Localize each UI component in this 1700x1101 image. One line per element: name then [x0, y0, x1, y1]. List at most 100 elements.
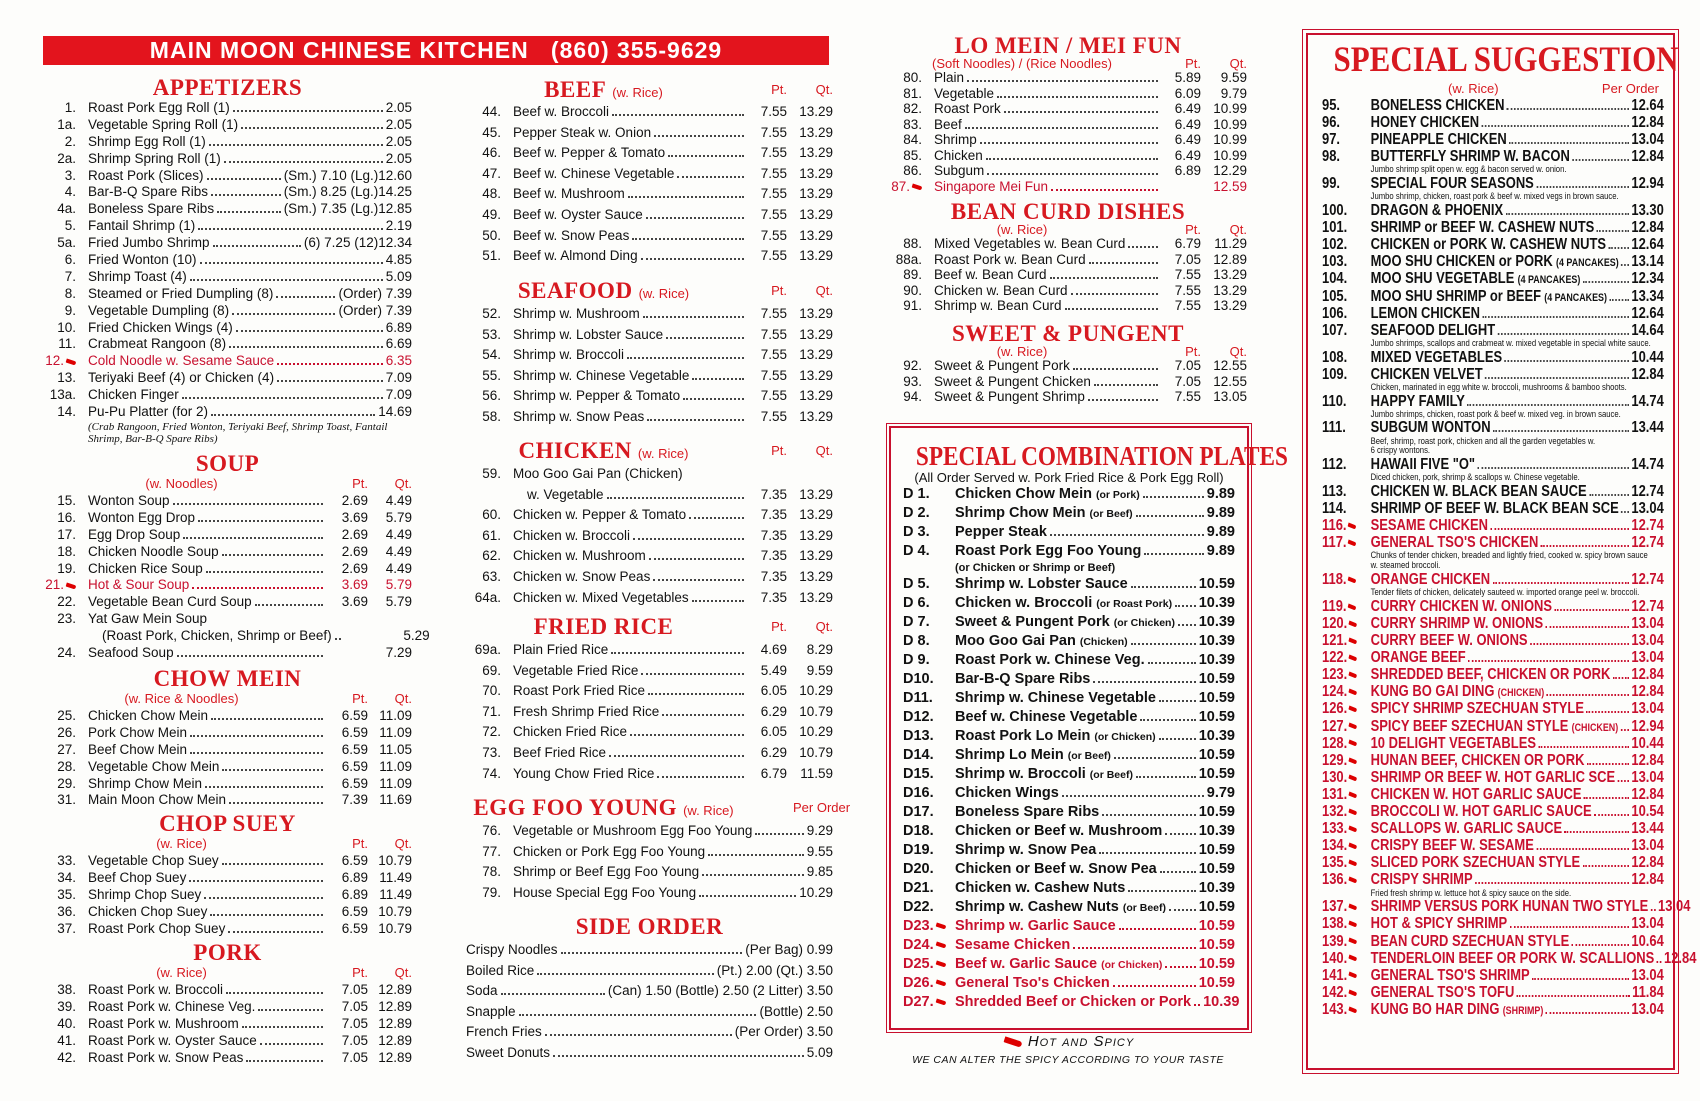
menu-item[interactable]: D21. Chicken w. Cashew Nuts 10.39 [903, 879, 1235, 898]
menu-item[interactable]: 21. Hot & Sour Soup 3.69 5.79 [43, 577, 412, 594]
menu-item[interactable]: 85. Chicken 6.49 10.99 [889, 148, 1247, 164]
menu-item[interactable]: 33. Vegetable Chop Suey 6.59 10.79 [43, 853, 412, 870]
menu-item[interactable]: 2. Shrimp Egg Roll (1) 2.05 [43, 134, 412, 151]
menu-item[interactable]: D18. Chicken or Beef w. Mushroom 10.39 [903, 822, 1235, 841]
menu-item[interactable]: 49. Beef w. Oyster Sauce 7.55 13.29 [466, 205, 833, 226]
menu-item[interactable]: D 3. Pepper Steak 9.89 [903, 523, 1235, 542]
menu-item[interactable]: 19. Chicken Rice Soup 2.69 4.49 [43, 561, 412, 578]
menu-item[interactable]: 98. BUTTERFLY SHRIMP W. BACON 12.84 [1322, 148, 1664, 165]
menu-item[interactable]: 4a. Boneless Spare Ribs (Sm.) 7.35 (Lg.)12… [43, 201, 412, 218]
menu-item[interactable]: D17. Boneless Spare Ribs 10.59 [903, 803, 1235, 822]
menu-item[interactable]: D 4. Roast Pork Egg Foo Young 9.89 [903, 542, 1235, 561]
menu-item[interactable]: 17. Egg Drop Soup 2.69 4.49 [43, 527, 412, 544]
menu-item[interactable]: 61. Chicken w. Broccoli 7.35 13.29 [466, 526, 833, 547]
menu-item[interactable]: 142. GENERAL TSO'S TOFU 11.84 [1322, 984, 1664, 1001]
menu-item[interactable]: 103. MOO SHU CHICKEN or PORK (4 PANCAKES) 1… [1322, 253, 1664, 270]
menu-item[interactable]: D 8. Moo Goo Gai Pan (Chicken) 10.39 [903, 632, 1235, 651]
menu-item[interactable]: 122. ORANGE BEEF 13.04 [1322, 649, 1664, 666]
menu-item[interactable]: 92. Sweet & Pungent Pork 7.05 12.55 [889, 358, 1247, 374]
menu-item[interactable]: 116. SESAME CHICKEN 12.74 [1322, 517, 1664, 534]
menu-item[interactable]: 4. Bar-B-Q Spare Ribs (Sm.) 8.25 (Lg.)14.2… [43, 184, 412, 201]
menu-item[interactable]: 38. Roast Pork w. Broccoli 7.05 12.89 [43, 982, 412, 999]
menu-item[interactable]: D20. Chicken or Beef w. Snow Pea 10.59 [903, 860, 1235, 879]
menu-item[interactable]: D 9. Roast Pork w. Chinese Veg. 10.39 [903, 651, 1235, 670]
menu-item[interactable]: 83. Beef 6.49 10.99 [889, 117, 1247, 133]
menu-item[interactable]: 128. 10 DELIGHT VEGETABLES 10.44 [1322, 735, 1664, 752]
menu-item[interactable]: 136. CRISPY SHRIMP 12.84 [1322, 871, 1664, 888]
menu-item[interactable]: 88. Mixed Vegetables w. Bean Curd 6.79 11.2… [889, 236, 1247, 252]
menu-item[interactable]: 26. Pork Chow Mein 6.59 11.09 [43, 725, 412, 742]
menu-item[interactable]: 77. Chicken or Pork Egg Foo Young 9.55 [466, 842, 833, 863]
menu-item[interactable]: 64a. Chicken w. Mixed Vegetables 7.35 13.29 [466, 588, 833, 609]
menu-item[interactable]: 1a. Vegetable Spring Roll (1) 2.05 [43, 117, 412, 134]
menu-item[interactable]: 90. Chicken w. Bean Curd 7.55 13.29 [889, 283, 1247, 299]
menu-item[interactable]: French Fries (Per Order) 3.50 [466, 1022, 833, 1043]
menu-item[interactable]: 45. Pepper Steak w. Onion 7.55 13.29 [466, 123, 833, 144]
menu-item[interactable]: 88a. Roast Pork w. Bean Curd 7.05 12.89 [889, 252, 1247, 268]
menu-item[interactable]: 48. Beef w. Mushroom 7.55 13.29 [466, 184, 833, 205]
menu-item[interactable]: 137. SHRIMP VERSUS PORK HUNAN TWO STYLE 13… [1322, 898, 1690, 915]
menu-item[interactable]: 51. Beef w. Almond Ding 7.55 13.29 [466, 246, 833, 267]
menu-item[interactable]: 86. Subgum 6.89 12.29 [889, 163, 1247, 179]
menu-item[interactable]: Snapple (Bottle) 2.50 [466, 1002, 833, 1023]
menu-item[interactable]: 46. Beef w. Pepper & Tomato 7.55 13.29 [466, 143, 833, 164]
menu-item[interactable]: D14. Shrimp Lo Mein (or Beef) 10.59 [903, 746, 1235, 765]
menu-item[interactable]: 55. Shrimp w. Chinese Vegetable 7.55 13.29 [466, 366, 833, 387]
menu-item[interactable]: D22. Shrimp w. Cashew Nuts (or Beef) 10.59 [903, 898, 1235, 917]
menu-item[interactable]: 101. SHRIMP or BEEF W. CASHEW NUTS 12.84 [1322, 219, 1664, 236]
menu-item[interactable]: 41. Roast Pork w. Oyster Sauce 7.05 12.89 [43, 1033, 412, 1050]
menu-item[interactable]: 28. Vegetable Chow Mein 6.59 11.09 [43, 759, 412, 776]
menu-item[interactable]: 120. CURRY SHRIMP W. ONIONS 13.04 [1322, 615, 1664, 632]
menu-item[interactable]: 1. Roast Pork Egg Roll (1) 2.05 [43, 100, 412, 117]
menu-item[interactable]: Soda (Can) 1.50 (Bottle) 2.50 (2 Litter) … [466, 981, 833, 1002]
menu-item[interactable]: 5a. Fried Jumbo Shrimp (6) 7.25 (12)12.34 [43, 235, 412, 252]
menu-item[interactable]: D16. Chicken Wings 9.79 [903, 784, 1235, 803]
menu-item[interactable]: D 5. Shrimp w. Lobster Sauce 10.59 [903, 575, 1235, 594]
menu-item[interactable]: 53. Shrimp w. Lobster Sauce 7.55 13.29 [466, 325, 833, 346]
menu-item[interactable]: 97. PINEAPPLE CHICKEN 13.04 [1322, 131, 1664, 148]
menu-item[interactable]: 113. CHICKEN W. BLACK BEAN SAUCE 12.74 [1322, 483, 1664, 500]
menu-item[interactable]: D 1. Chicken Chow Mein (or Pork) 9.89 [903, 485, 1235, 504]
menu-item[interactable]: 3. Roast Pork (Slices) (Sm.) 7.10 (Lg.)12.… [43, 168, 412, 185]
menu-item[interactable]: 7. Shrimp Toast (4) 5.09 [43, 269, 412, 286]
menu-item[interactable]: 25. Chicken Chow Mein 6.59 11.09 [43, 708, 412, 725]
menu-item[interactable]: 105. MOO SHU SHRIMP or BEEF (4 PANCAKES) 13… [1322, 288, 1664, 305]
menu-item[interactable]: 109. CHICKEN VELVET 12.84 [1322, 366, 1664, 383]
menu-item[interactable]: 112. HAWAII FIVE "O" 14.74 [1322, 456, 1664, 473]
menu-item[interactable]: 106. LEMON CHICKEN 12.64 [1322, 305, 1664, 322]
menu-item[interactable]: 87. Singapore Mei Fun 12.59 [889, 179, 1247, 195]
menu-item[interactable]: 141. GENERAL TSO'S SHRIMP 13.04 [1322, 967, 1664, 984]
menu-item[interactable]: 12. Cold Noodle w. Sesame Sauce 6.35 [43, 353, 412, 370]
menu-item[interactable]: 60. Chicken w. Pepper & Tomato 7.35 13.29 [466, 505, 833, 526]
menu-item[interactable]: 102. CHICKEN or PORK W. CASHEW NUTS 12.64 [1322, 236, 1664, 253]
menu-item[interactable]: 118. ORANGE CHICKEN 12.74 [1322, 571, 1664, 588]
menu-item[interactable]: 93. Sweet & Pungent Chicken 7.05 12.55 [889, 374, 1247, 390]
menu-item[interactable]: D15. Shrimp w. Broccoli (or Beef) 10.59 [903, 765, 1235, 784]
menu-item[interactable]: 11. Crabmeat Rangoon (8) 6.69 [43, 336, 412, 353]
menu-item[interactable]: 140. TENDERLOIN BEEF OR PORK W. SCALLIONS… [1322, 950, 1696, 967]
menu-item[interactable]: 71. Fresh Shrimp Fried Rice 6.29 10.79 [466, 702, 833, 723]
menu-item[interactable]: 70. Roast Pork Fried Rice 6.05 10.29 [466, 681, 833, 702]
menu-item[interactable]: D26. General Tso's Chicken 10.59 [903, 974, 1235, 993]
menu-item[interactable]: D 6. Chicken w. Broccoli (or Roast Pork) 10… [903, 594, 1235, 613]
menu-item[interactable]: 129. HUNAN BEEF, CHICKEN OR PORK 12.84 [1322, 752, 1664, 769]
menu-item[interactable]: 15. Wonton Soup 2.69 4.49 [43, 493, 412, 510]
menu-item[interactable]: 108. MIXED VEGETABLES 10.44 [1322, 349, 1664, 366]
menu-item[interactable]: 74. Young Chow Fried Rice 6.79 11.59 [466, 764, 833, 785]
menu-item[interactable]: 124. KUNG BO GAI DING (CHICKEN) 12.84 [1322, 683, 1664, 700]
menu-item[interactable]: D11. Shrimp w. Chinese Vegetable 10.59 [903, 689, 1235, 708]
menu-item[interactable]: 111. SUBGUM WONTON 13.44 [1322, 419, 1664, 436]
menu-item[interactable]: 126. SPICY SHRIMP SZECHUAN STYLE 13.04 [1322, 700, 1664, 717]
menu-item[interactable]: D13. Roast Pork Lo Mein (or Chicken) 10.39 [903, 727, 1235, 746]
menu-item[interactable]: 134. CRISPY BEEF W. SESAME 13.04 [1322, 837, 1664, 854]
menu-item[interactable]: 34. Beef Chop Suey 6.89 11.49 [43, 870, 412, 887]
menu-item[interactable]: 2a. Shrimp Spring Roll (1) 2.05 [43, 151, 412, 168]
menu-item[interactable]: 80. Plain 5.89 9.59 [889, 70, 1247, 86]
menu-item[interactable]: 72. Chicken Fried Rice 6.05 10.29 [466, 722, 833, 743]
menu-item[interactable]: 22. Vegetable Bean Curd Soup 3.69 5.79 [43, 594, 412, 611]
menu-item[interactable]: D24. Sesame Chicken 10.59 [903, 936, 1235, 955]
menu-item[interactable]: 110. HAPPY FAMILY 14.74 [1322, 393, 1664, 410]
menu-item[interactable]: 44. Beef w. Broccoli 7.55 13.29 [466, 102, 833, 123]
menu-item[interactable]: D23. Shrimp w. Garlic Sauce 10.59 [903, 917, 1235, 936]
menu-item[interactable]: 29. Shrimp Chow Mein 6.59 11.09 [43, 776, 412, 793]
